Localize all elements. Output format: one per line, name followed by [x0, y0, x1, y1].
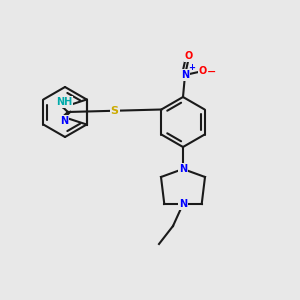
- Text: N: N: [181, 70, 189, 80]
- Text: NH: NH: [56, 97, 72, 107]
- Text: S: S: [111, 106, 119, 116]
- Text: N: N: [179, 164, 187, 174]
- Text: N: N: [60, 116, 68, 126]
- Text: O: O: [185, 51, 193, 61]
- Text: +: +: [188, 64, 196, 73]
- Text: N: N: [179, 199, 187, 209]
- Text: O: O: [199, 66, 207, 76]
- Text: −: −: [207, 67, 217, 77]
